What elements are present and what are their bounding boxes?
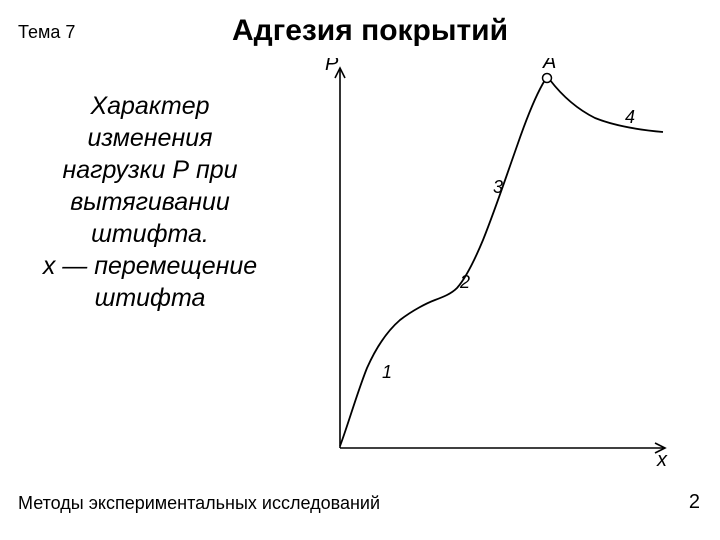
chart-svg: P x A 1 2 3 4 <box>285 58 680 468</box>
curve-label-1: 1 <box>382 362 392 382</box>
desc-line: нагрузки Р при <box>62 156 237 184</box>
desc-line: штифта <box>95 284 206 312</box>
desc-line: изменения <box>88 124 213 152</box>
curve-label-3: 3 <box>493 177 503 197</box>
desc-line: х — перемещение <box>43 252 257 280</box>
x-axis-label: x <box>656 449 668 468</box>
desc-line: штифта. <box>91 220 209 248</box>
peak-marker <box>543 74 552 83</box>
curve-label-4: 4 <box>625 107 635 127</box>
peak-label: A <box>542 58 556 73</box>
desc-line: Характер <box>90 92 209 120</box>
page-number: 2 <box>689 491 700 514</box>
desc-line: вытягивании <box>70 188 230 216</box>
main-title: Адгезия покрытий <box>232 14 508 48</box>
load-displacement-chart: P x A 1 2 3 4 <box>285 58 680 468</box>
footer-text: Методы экспериментальных исследований <box>18 493 380 514</box>
topic-label: Тема 7 <box>18 22 75 43</box>
load-curve <box>340 80 663 446</box>
y-axis-label: P <box>325 58 339 75</box>
description-text: Характер изменения нагрузки Р при вытяги… <box>20 90 280 314</box>
curve-label-2: 2 <box>459 272 470 292</box>
